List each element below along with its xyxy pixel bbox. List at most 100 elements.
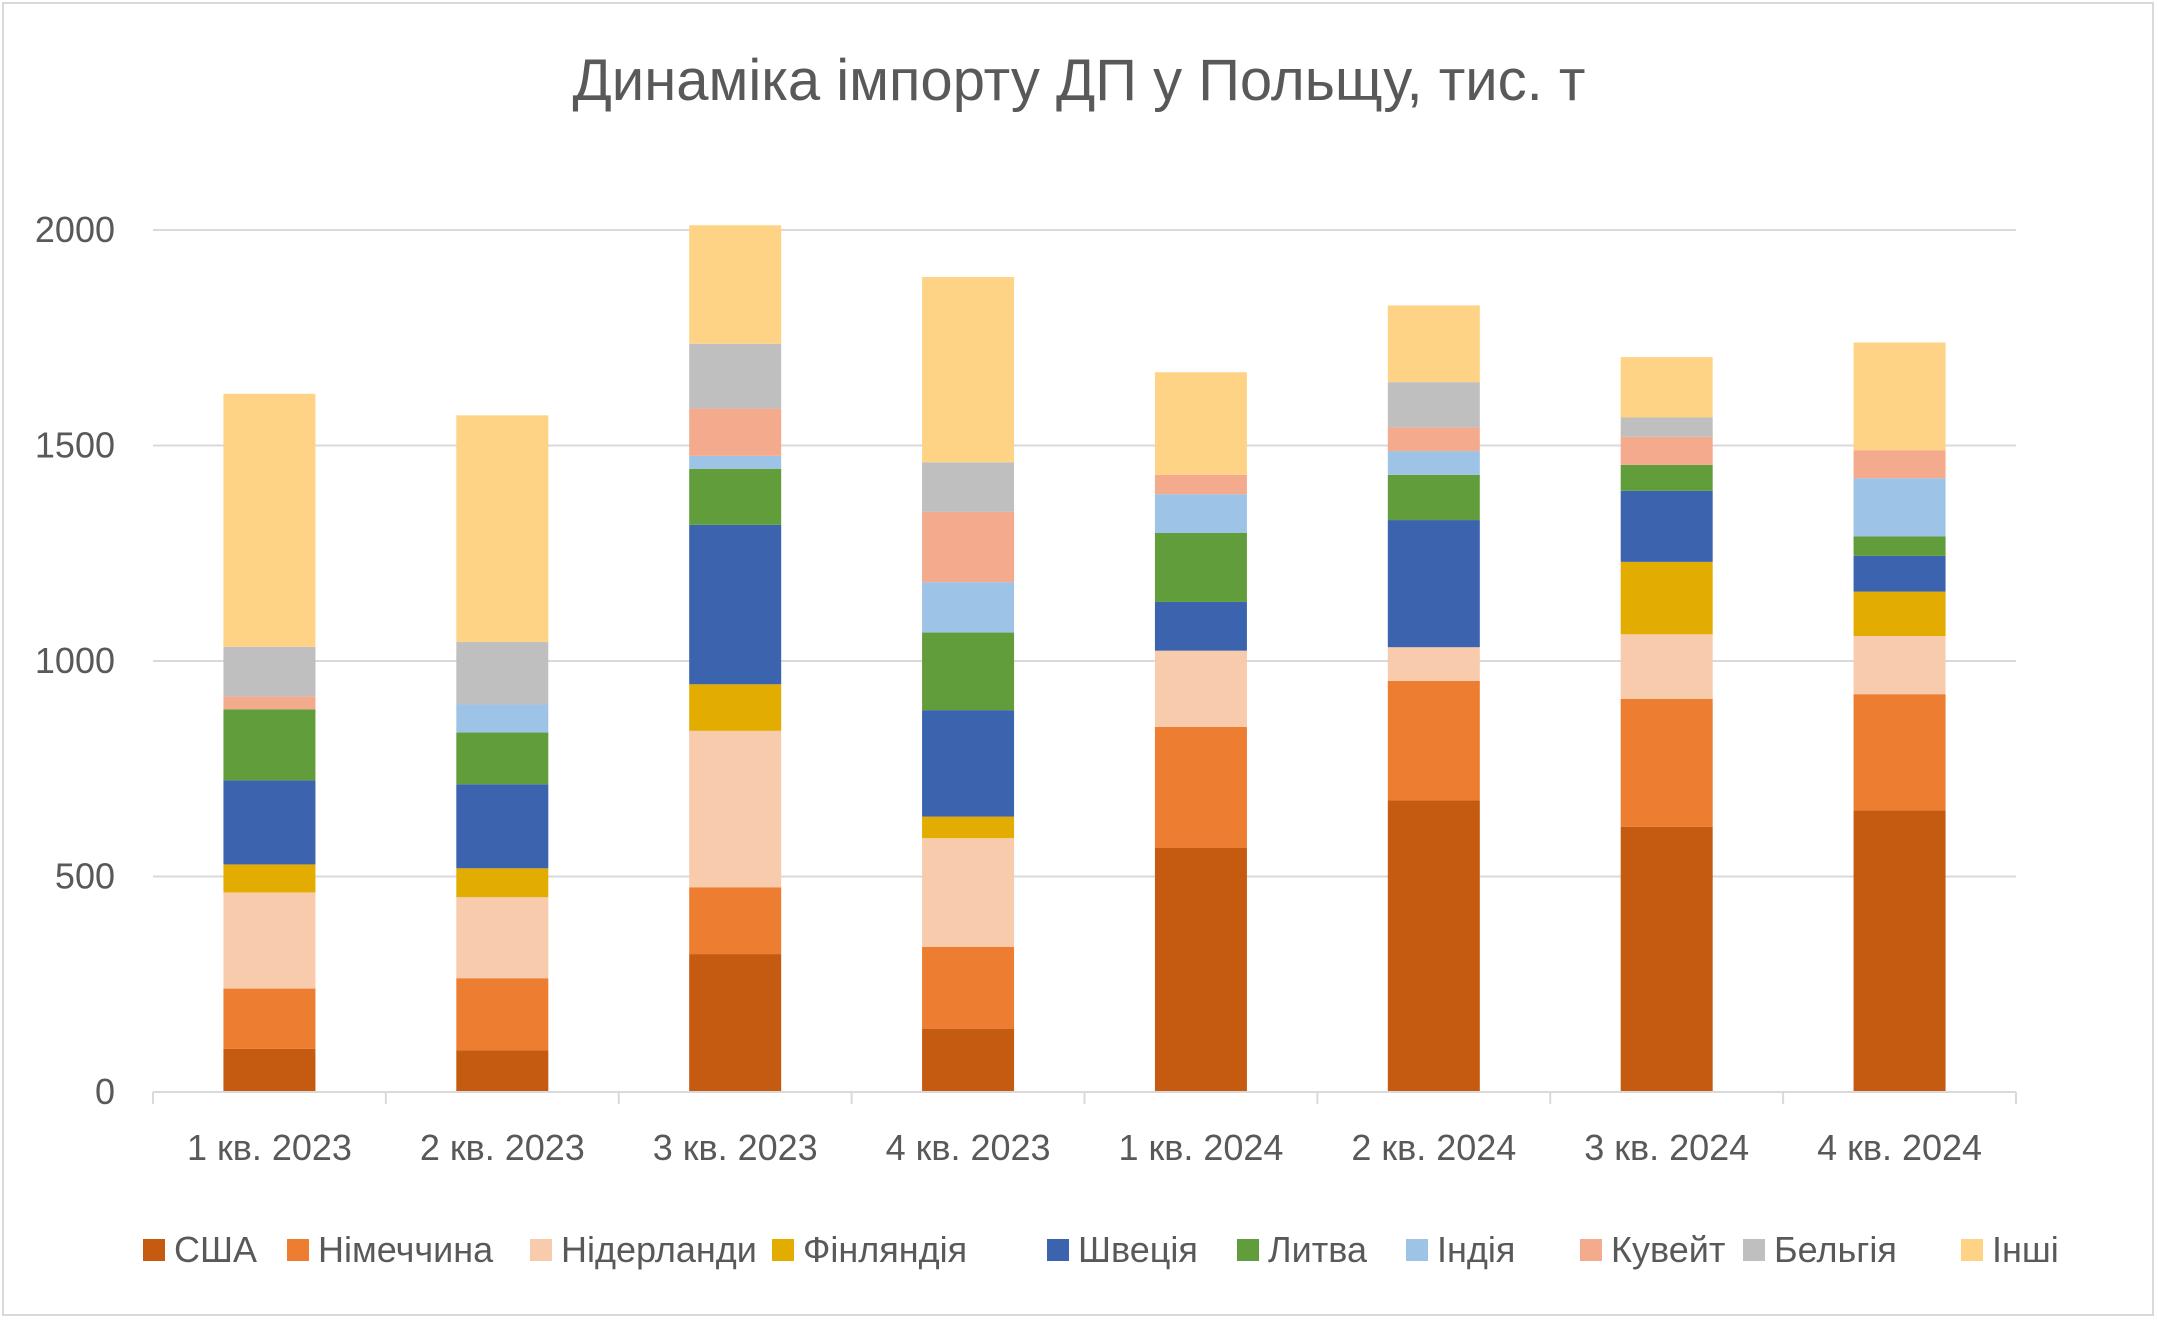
bar-segment — [1620, 417, 1713, 437]
bar-segment — [1620, 634, 1713, 699]
legend-label: Німеччина — [318, 1229, 494, 1270]
bar-segment — [1620, 826, 1713, 1092]
bar-segment — [1154, 532, 1247, 602]
bar-segment — [1853, 342, 1946, 451]
y-tick-label: 0 — [95, 1071, 115, 1112]
legend-label: Індія — [1437, 1229, 1515, 1270]
bar-segment — [1853, 636, 1946, 695]
bar-segment — [223, 892, 316, 989]
bar-segment — [922, 946, 1015, 1029]
bar-segment — [456, 897, 549, 979]
bar-segment — [1620, 561, 1713, 635]
bar-segment — [689, 684, 782, 731]
legend-swatch — [1743, 1239, 1765, 1261]
x-tick-label: 2 кв. 2024 — [1351, 1127, 1516, 1168]
chart-title: Динаміка імпорту ДП у Польщу, тис. т — [573, 48, 1586, 113]
bar-segment — [1387, 382, 1480, 428]
y-tick-label: 1500 — [35, 425, 115, 466]
bar-segment — [1154, 847, 1247, 1092]
bar-segment — [1154, 474, 1247, 495]
bar-segment — [1154, 494, 1247, 533]
bar-segment — [223, 988, 316, 1049]
bar-segment — [223, 1048, 316, 1092]
bar-segment — [1620, 490, 1713, 562]
bar-segment — [922, 710, 1015, 817]
legend-swatch — [1580, 1239, 1602, 1261]
x-tick-label: 4 кв. 2023 — [886, 1127, 1051, 1168]
bar-segment — [456, 868, 549, 898]
bar-segment — [1620, 436, 1713, 465]
bar-segment — [1154, 601, 1247, 651]
bar-segment — [689, 730, 782, 888]
gridlines — [153, 229, 2016, 878]
bar-segment — [922, 462, 1015, 512]
bar-segment — [223, 393, 316, 647]
bar-segment — [456, 784, 549, 869]
bar-segment — [223, 709, 316, 781]
legend-label: США — [174, 1229, 257, 1270]
legend-swatch — [772, 1239, 794, 1261]
bar-segment — [456, 415, 549, 643]
bar-segment — [922, 632, 1015, 711]
bar-segment — [456, 704, 549, 733]
legend-label: Нідерланди — [561, 1229, 757, 1270]
bar-segment — [456, 978, 549, 1051]
bar-segment — [922, 1028, 1015, 1092]
bar-segment — [922, 816, 1015, 839]
bar-segment — [1387, 427, 1480, 452]
legend-swatch — [1406, 1239, 1428, 1261]
bars — [223, 225, 1946, 1092]
bar-segment — [689, 343, 782, 409]
bar-segment — [223, 780, 316, 865]
bar-segment — [689, 524, 782, 685]
bar-segment — [1853, 591, 1946, 637]
bar-segment — [223, 864, 316, 893]
bar-segment — [689, 225, 782, 344]
x-tick-label: 1 кв. 2023 — [187, 1127, 352, 1168]
bar-segment — [689, 455, 782, 469]
bar-segment — [689, 408, 782, 456]
bar-segment — [1853, 450, 1946, 479]
x-tick-label: 4 кв. 2024 — [1817, 1127, 1982, 1168]
bar-segment — [1853, 555, 1946, 592]
bar-segment — [922, 838, 1015, 947]
bar-segment — [223, 646, 316, 697]
bar-segment — [689, 887, 782, 955]
bar-segment — [1154, 372, 1247, 475]
bar-segment — [456, 642, 549, 705]
bar-segment — [1387, 680, 1480, 801]
bar-segment — [922, 582, 1015, 633]
bar-segment — [1620, 464, 1713, 491]
x-tick-label: 1 кв. 2024 — [1118, 1127, 1283, 1168]
bar-segment — [1620, 698, 1713, 827]
legend-swatch — [1237, 1239, 1259, 1261]
legend-swatch — [143, 1239, 165, 1261]
legend-swatch — [1961, 1239, 1983, 1261]
y-tick-label: 500 — [55, 856, 115, 897]
bar-segment — [1387, 647, 1480, 681]
legend-label: Кувейт — [1611, 1229, 1725, 1270]
bar-segment — [1853, 478, 1946, 537]
bar-segment — [1387, 305, 1480, 383]
x-tick-label: 2 кв. 2023 — [420, 1127, 585, 1168]
x-axis — [152, 1091, 2017, 1104]
legend-label: Швеція — [1078, 1229, 1198, 1270]
bar-segment — [922, 276, 1015, 463]
legend-label: Фінляндія — [803, 1229, 967, 1270]
legend-swatch — [287, 1239, 309, 1261]
bar-segment — [689, 954, 782, 1092]
bar-segment — [689, 468, 782, 525]
legend-label: Бельгія — [1774, 1229, 1897, 1270]
bar-segment — [1620, 357, 1713, 418]
y-tick-label: 2000 — [35, 209, 115, 250]
bar-segment — [1853, 536, 1946, 556]
x-axis-ticks: 1 кв. 2023 2 кв. 2023 3 кв. 2023 4 кв. 2023… — [187, 1127, 1982, 1168]
bar-segment — [1154, 726, 1247, 848]
bar-segment — [1154, 650, 1247, 727]
x-tick-label: 3 кв. 2024 — [1584, 1127, 1749, 1168]
bar-segment — [1387, 474, 1480, 521]
bar-segment — [922, 511, 1015, 583]
y-tick-label: 1000 — [35, 640, 115, 681]
